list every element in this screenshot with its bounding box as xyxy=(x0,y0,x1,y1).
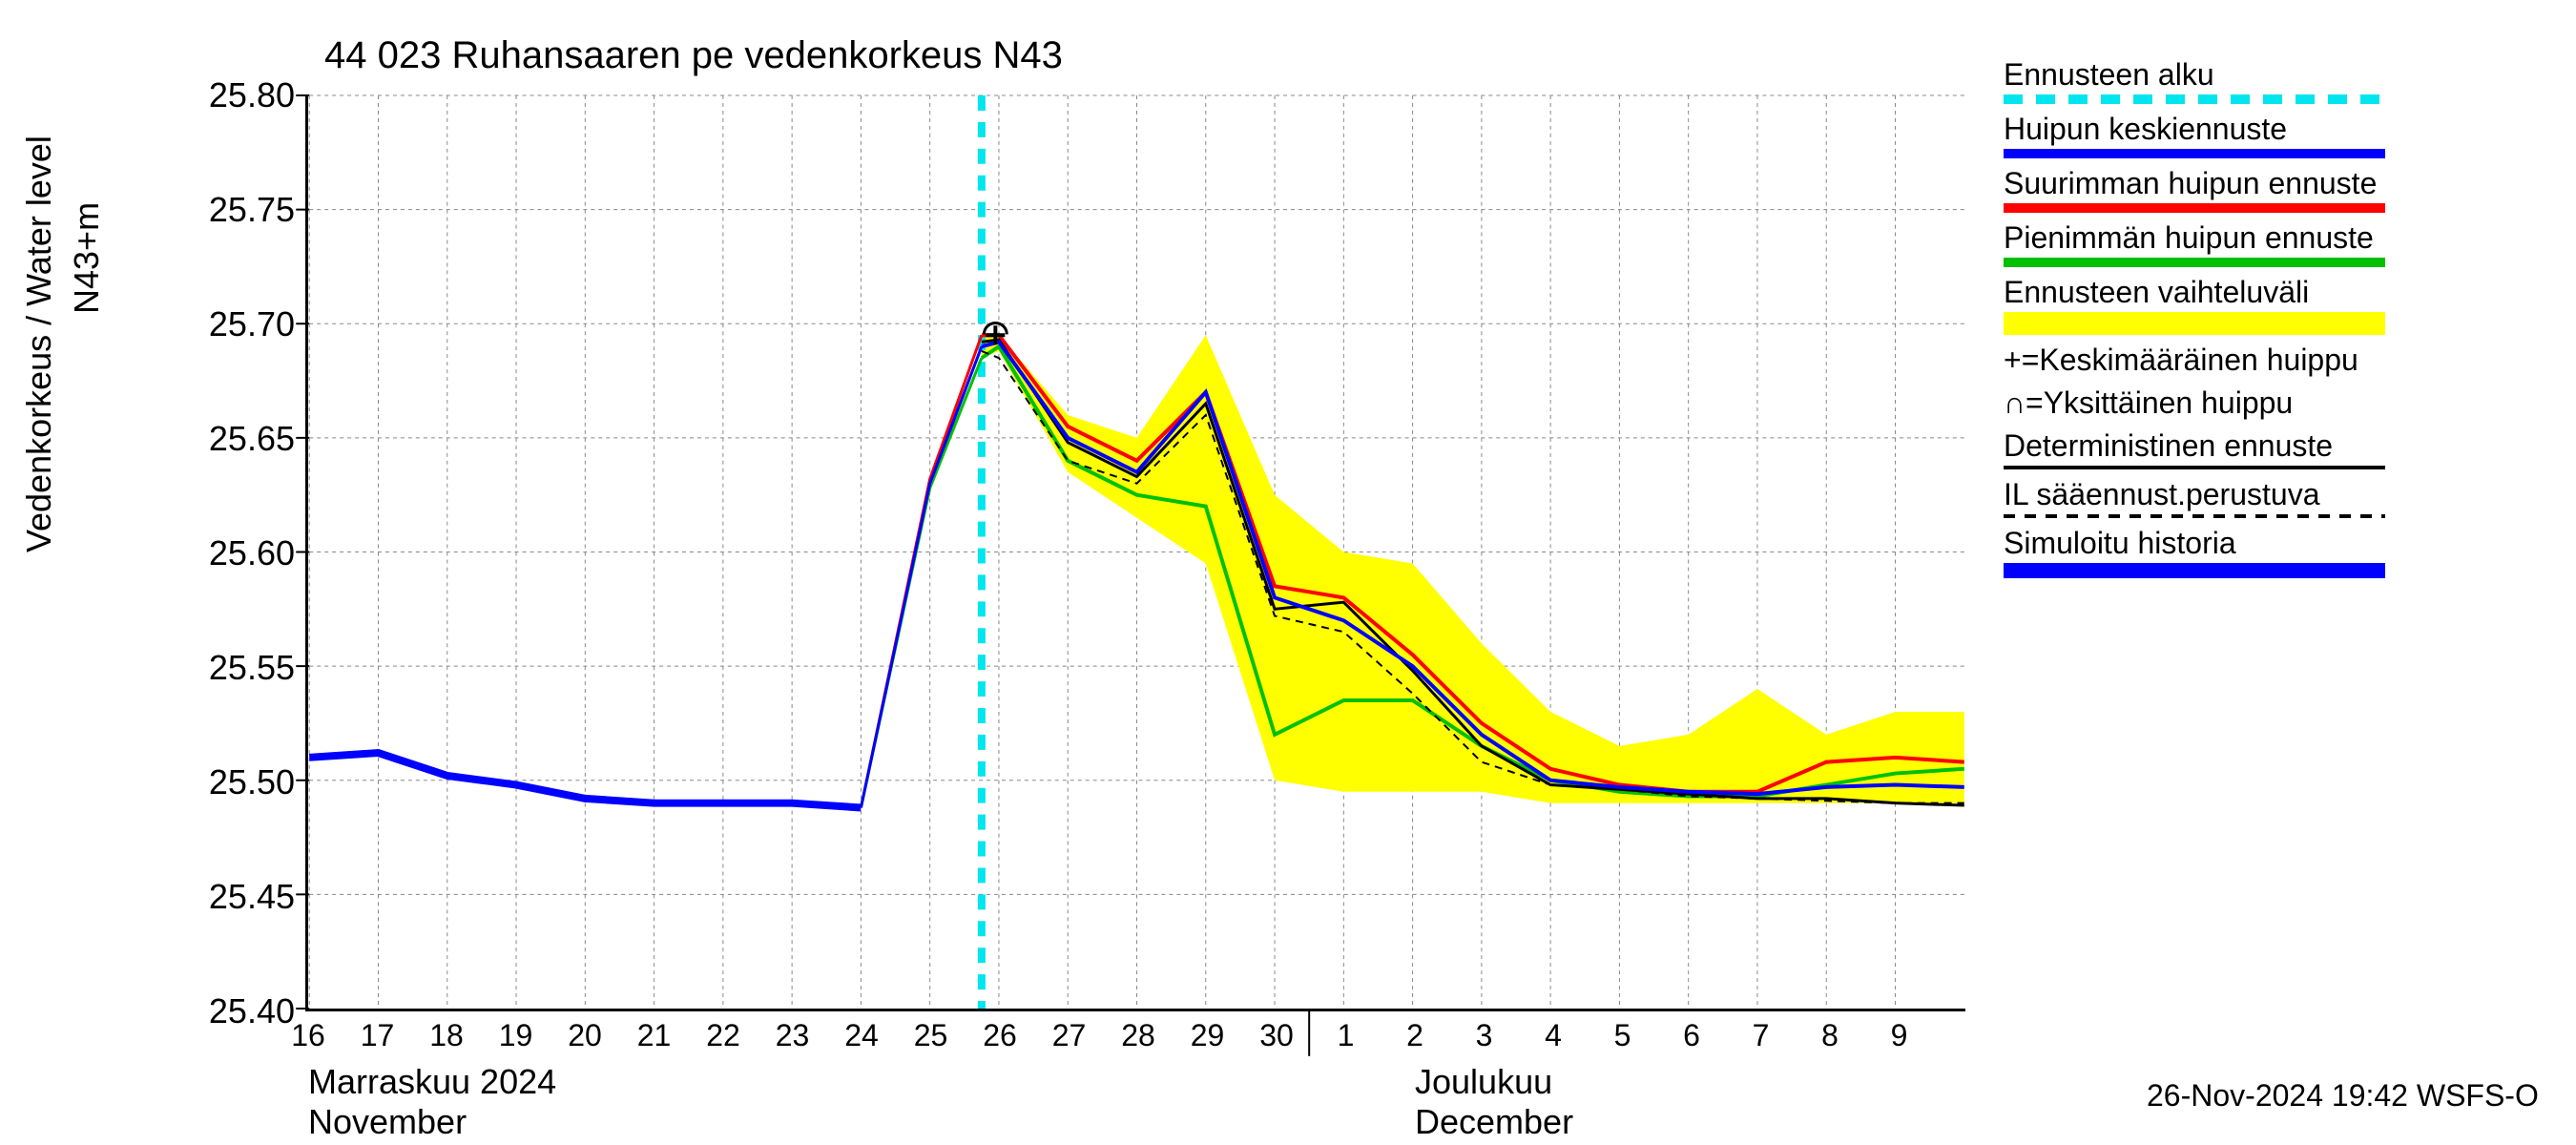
x-tick-label: 7 xyxy=(1753,1018,1770,1053)
legend-item: Pienimmän huipun ennuste xyxy=(2004,220,2385,267)
legend-label: Pienimmän huipun ennuste xyxy=(2004,220,2385,256)
x-tick-label: 26 xyxy=(983,1018,1017,1053)
legend-swatch xyxy=(2004,94,2385,104)
series-mean-peak xyxy=(982,342,1964,794)
series-obs-green xyxy=(861,358,981,807)
x-tick-label: 27 xyxy=(1052,1018,1087,1053)
month-label-1: Marraskuu 2024November xyxy=(308,1062,556,1142)
x-tick-label: 1 xyxy=(1338,1018,1355,1053)
legend-item: Ennusteen alku xyxy=(2004,57,2385,104)
month-label-2: JoulukuuDecember xyxy=(1415,1062,1573,1142)
x-tick-label: 4 xyxy=(1545,1018,1562,1053)
y-tick-label: 25.65 xyxy=(209,419,295,459)
x-tick-label: 17 xyxy=(361,1018,395,1053)
chart-title: 44 023 Ruhansaaren pe vedenkorkeus N43 xyxy=(324,34,1063,77)
chart-container: 44 023 Ruhansaaren pe vedenkorkeus N43 V… xyxy=(0,0,2576,1145)
x-tick-label: 16 xyxy=(291,1018,325,1053)
legend-item: ∩=Yksittäinen huippu xyxy=(2004,385,2385,421)
legend: Ennusteen alku Huipun keskiennuste Suurimm… xyxy=(2004,57,2385,586)
footer-timestamp: 26-Nov-2024 19:42 WSFS-O xyxy=(2147,1078,2539,1114)
legend-swatch xyxy=(2004,563,2385,578)
x-tick-label: 2 xyxy=(1406,1018,1423,1053)
x-tick-label: 21 xyxy=(637,1018,672,1053)
x-tick-label: 30 xyxy=(1259,1018,1294,1053)
x-tick-label: 28 xyxy=(1121,1018,1155,1053)
legend-swatch xyxy=(2004,312,2385,335)
plot-area: 25.4025.4525.5025.5525.6025.6525.7025.75… xyxy=(305,95,1965,1011)
legend-label: ∩=Yksittäinen huippu xyxy=(2004,385,2385,421)
legend-label: Huipun keskiennuste xyxy=(2004,112,2385,147)
y-tick-label: 25.55 xyxy=(209,648,295,688)
x-tick-label: 24 xyxy=(844,1018,879,1053)
x-tick-label: 19 xyxy=(499,1018,533,1053)
legend-item: Suurimman huipun ennuste xyxy=(2004,166,2385,213)
legend-item: IL sääennust.perustuva xyxy=(2004,477,2385,518)
forecast-band xyxy=(982,335,1964,802)
x-tick-label: 20 xyxy=(568,1018,602,1053)
x-tick-label: 22 xyxy=(706,1018,740,1053)
series-obs-black xyxy=(861,346,981,807)
legend-swatch xyxy=(2004,466,2385,469)
x-tick-label: 25 xyxy=(914,1018,948,1053)
legend-label: Suurimman huipun ennuste xyxy=(2004,166,2385,201)
legend-swatch xyxy=(2004,514,2385,518)
y-tick-label: 25.45 xyxy=(209,877,295,917)
legend-item: Deterministinen ennuste xyxy=(2004,428,2385,469)
series-obs-blue xyxy=(861,346,981,807)
legend-label: Deterministinen ennuste xyxy=(2004,428,2385,464)
y-tick-label: 25.70 xyxy=(209,304,295,344)
x-tick-label: 6 xyxy=(1683,1018,1700,1053)
legend-item: +=Keskimääräinen huippu xyxy=(2004,343,2385,378)
x-tick-label: 3 xyxy=(1476,1018,1493,1053)
legend-item: Huipun keskiennuste xyxy=(2004,112,2385,158)
y-axis-label-secondary: N43+m xyxy=(67,202,107,314)
y-tick-label: 25.60 xyxy=(209,533,295,573)
plot-svg xyxy=(308,95,1965,1009)
legend-swatch xyxy=(2004,149,2385,158)
legend-swatch xyxy=(2004,203,2385,213)
legend-label: IL sääennust.perustuva xyxy=(2004,477,2385,512)
x-tick-label: 5 xyxy=(1614,1018,1631,1053)
legend-label: Ennusteen alku xyxy=(2004,57,2385,93)
y-tick-label: 25.50 xyxy=(209,762,295,802)
legend-label: Ennusteen vaihteluväli xyxy=(2004,275,2385,310)
y-tick-label: 25.40 xyxy=(209,991,295,1031)
legend-item: Simuloitu historia xyxy=(2004,526,2385,578)
x-tick-label: 23 xyxy=(776,1018,810,1053)
legend-item: Ennusteen vaihteluväli xyxy=(2004,275,2385,335)
legend-label: Simuloitu historia xyxy=(2004,526,2385,561)
legend-swatch xyxy=(2004,258,2385,267)
legend-label: +=Keskimääräinen huippu xyxy=(2004,343,2385,378)
x-tick-label: 9 xyxy=(1891,1018,1908,1053)
x-tick-label: 18 xyxy=(429,1018,464,1053)
x-tick-label: 29 xyxy=(1191,1018,1225,1053)
y-tick-label: 25.80 xyxy=(209,75,295,115)
y-tick-label: 25.75 xyxy=(209,190,295,230)
y-axis-label-primary: Vedenkorkeus / Water level xyxy=(19,135,59,552)
x-tick-label: 8 xyxy=(1821,1018,1839,1053)
